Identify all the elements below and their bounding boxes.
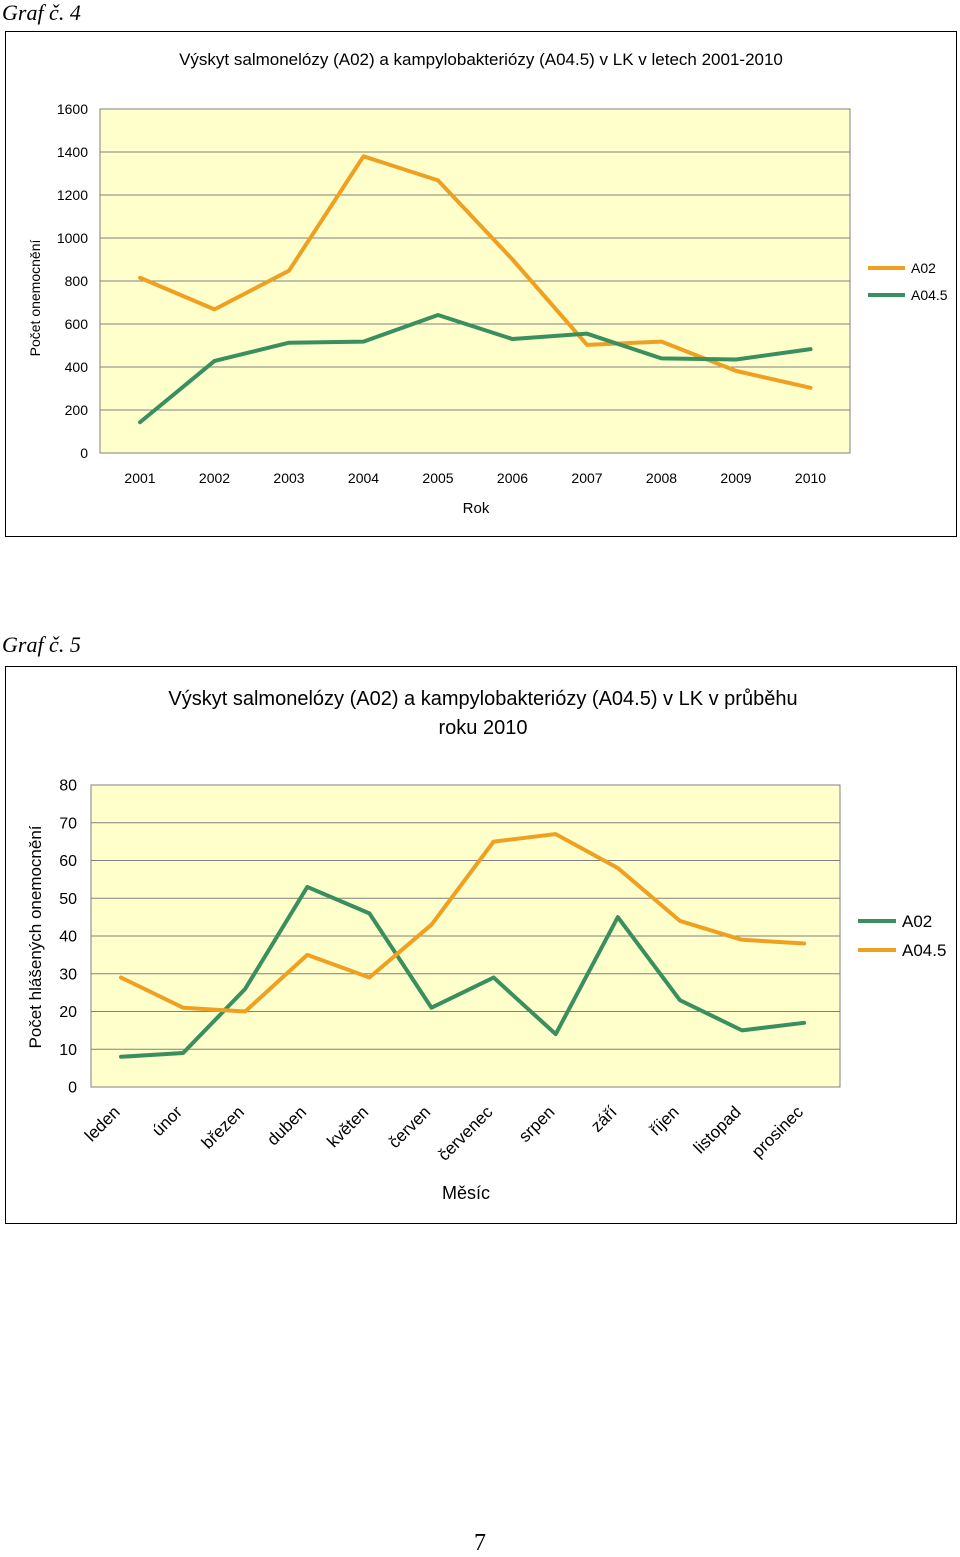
x-tick-label: 2001	[124, 470, 155, 486]
x-tick-label: říjen	[646, 1102, 683, 1139]
chart-title-line-1: Výskyt salmonelózy (A02) a kampylobakter…	[168, 688, 797, 710]
x-tick-label: červen	[385, 1102, 435, 1152]
x-tick-label: únor	[148, 1102, 186, 1140]
legend-label: A04.5	[911, 287, 948, 303]
chart-4-frame: Výskyt salmonelózy (A02) a kampylobakter…	[5, 31, 957, 537]
y-tick-label: 200	[65, 402, 89, 418]
x-tick-label: březen	[198, 1102, 248, 1152]
y-tick-label: 1600	[57, 101, 88, 117]
graf-4-label: Graf č. 4	[2, 0, 81, 25]
y-tick-label: 30	[59, 966, 77, 983]
y-tick-label: 0	[68, 1080, 77, 1097]
x-tick-label: 2003	[273, 470, 304, 486]
legend-label: A04.5	[902, 941, 946, 960]
y-tick-label: 50	[59, 891, 77, 908]
chart-5: Výskyt salmonelózy (A02) a kampylobakter…	[26, 688, 946, 1203]
y-tick-label: 70	[59, 815, 77, 832]
x-tick-label: duben	[263, 1102, 310, 1149]
y-tick-label: 20	[59, 1004, 77, 1021]
x-tick-label: 2002	[199, 470, 230, 486]
x-tick-label: 2010	[795, 470, 826, 486]
x-tick-label: 2008	[646, 470, 677, 486]
legend-label: A02	[902, 912, 932, 931]
y-tick-label: 400	[65, 359, 89, 375]
page-number: 7	[474, 1530, 486, 1556]
y-tick-label: 600	[65, 316, 89, 332]
x-tick-label: listopad	[690, 1102, 745, 1157]
x-axis-label: Měsíc	[442, 1183, 490, 1203]
x-tick-label: 2005	[422, 470, 453, 486]
x-tick-label: květen	[323, 1102, 372, 1151]
x-tick-label: 2004	[348, 470, 379, 486]
x-axis-label: Rok	[463, 500, 490, 517]
y-tick-label: 1200	[57, 187, 88, 203]
chart-5-frame: Výskyt salmonelózy (A02) a kampylobakter…	[5, 666, 957, 1224]
series-line-A04.5	[138, 312, 813, 425]
y-tick-label: 60	[59, 853, 77, 870]
x-tick-label: září	[587, 1102, 621, 1136]
series-line-A02	[138, 154, 813, 390]
y-axis-label: Počet onemocnění	[27, 240, 43, 357]
x-tick-label: leden	[81, 1102, 124, 1145]
x-tick-label: 2006	[497, 470, 528, 486]
legend-label: A02	[911, 260, 936, 276]
x-tick-label: srpen	[515, 1102, 559, 1146]
x-tick-label: 2009	[720, 470, 751, 486]
y-tick-label: 40	[59, 929, 77, 946]
y-tick-label: 1400	[57, 144, 88, 160]
chart-title-line-2: roku 2010	[439, 717, 528, 739]
y-tick-label: 1000	[57, 230, 88, 246]
y-tick-label: 80	[59, 778, 77, 795]
series-line-A04.5	[119, 832, 807, 1014]
y-axis-label: Počet hlášených onemocnění	[26, 825, 45, 1048]
x-tick-label: červenec	[434, 1102, 497, 1165]
x-tick-label: 2007	[571, 470, 602, 486]
graf-5-label: Graf č. 5	[2, 632, 81, 657]
series-line-A02	[119, 884, 807, 1059]
y-tick-label: 0	[80, 445, 88, 461]
y-tick-label: 10	[59, 1042, 77, 1059]
y-tick-label: 800	[65, 273, 89, 289]
x-tick-label: prosinec	[748, 1102, 807, 1161]
chart-4: Výskyt salmonelózy (A02) a kampylobakter…	[27, 50, 948, 517]
chart-title: Výskyt salmonelózy (A02) a kampylobakter…	[179, 50, 783, 69]
